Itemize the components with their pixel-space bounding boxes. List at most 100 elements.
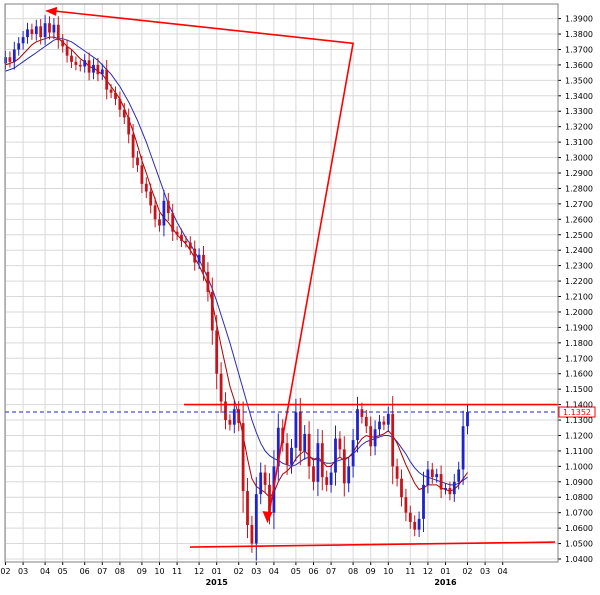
candle-body	[158, 219, 161, 226]
candle-body	[422, 484, 425, 519]
candle-body	[219, 373, 223, 402]
x-tick-label: 04	[269, 567, 279, 576]
x-tick-label: 02	[0, 567, 10, 576]
candle-body	[175, 231, 179, 235]
candle-body	[202, 254, 205, 272]
candle-body	[307, 433, 311, 467]
y-tick-label: 1.1400	[565, 401, 593, 410]
y-tick-label: 1.2400	[565, 246, 593, 255]
candle-body	[391, 413, 395, 467]
axes: 1.0400 1.0500 1.0600 1.0700 1.0800 1.0900 1.10…	[0, 3, 593, 587]
candlesticks	[4, 15, 469, 561]
candle-body	[316, 443, 320, 482]
candle-body	[39, 26, 43, 38]
candle-body	[144, 183, 148, 192]
candle-body	[92, 64, 95, 73]
candle-body	[386, 413, 390, 425]
candle-body	[417, 518, 421, 530]
candle-body	[237, 409, 241, 424]
x-tick-label: 03	[251, 567, 261, 576]
candle-body	[52, 24, 56, 33]
candle-body	[303, 433, 307, 451]
candle-body	[171, 213, 175, 232]
y-tick-label: 1.0900	[565, 478, 593, 487]
candle-body	[342, 449, 346, 484]
y-tick-label: 1.1800	[565, 339, 593, 348]
x-tick-label: 07	[326, 567, 336, 576]
candle-body	[131, 134, 135, 158]
candle-body	[140, 165, 144, 184]
candle-body	[48, 23, 51, 33]
y-tick-label: 1.0500	[565, 540, 593, 549]
candle-body	[246, 491, 249, 526]
candle-body	[17, 43, 21, 50]
candle-body	[334, 438, 337, 473]
candle-body	[439, 474, 443, 490]
x-tick-label: 12	[194, 567, 204, 576]
arrowhead-top	[45, 6, 58, 16]
candle-body	[395, 466, 399, 479]
x-tick-label: 12	[423, 567, 433, 576]
y-tick-label: 1.0700	[565, 509, 593, 518]
candle-body	[426, 469, 430, 485]
x-tick-label: 11	[405, 567, 415, 576]
y-tick-label: 1.3300	[565, 107, 593, 116]
y-tick-label: 1.2600	[565, 215, 593, 224]
candle-body	[228, 420, 232, 425]
candle-body	[413, 521, 417, 530]
grid-lines	[5, 4, 558, 562]
y-tick-label: 1.1200	[565, 431, 593, 440]
candle-body	[188, 242, 192, 249]
candle-body	[65, 46, 69, 56]
candle-body	[61, 40, 65, 47]
candle-body	[276, 427, 280, 467]
candle-body	[96, 64, 100, 75]
candle-body	[12, 49, 16, 62]
candle-body	[118, 98, 122, 110]
candle-body	[114, 92, 117, 99]
candle-body	[232, 409, 236, 425]
y-tick-label: 1.3200	[565, 123, 593, 132]
candle-body	[34, 26, 38, 35]
candle-body	[382, 421, 386, 425]
y-tick-label: 1.1500	[565, 385, 593, 394]
y-tick-label: 1.0600	[565, 524, 593, 533]
candle-body	[320, 443, 324, 478]
y-tick-label: 1.3000	[565, 154, 593, 163]
x-tick-label: 10	[154, 567, 164, 576]
candle-body	[400, 478, 403, 498]
y-tick-label: 1.2300	[565, 262, 593, 271]
candle-body	[70, 55, 73, 62]
wedge-outline	[53, 10, 355, 512]
candle-body	[105, 69, 109, 90]
candle-body	[56, 24, 60, 41]
candle-body	[184, 240, 188, 243]
candle-body	[457, 469, 461, 482]
candle-body	[404, 497, 408, 513]
candle-body	[162, 200, 166, 226]
candle-body	[373, 429, 377, 447]
candle-body	[364, 416, 368, 427]
y-tick-label: 1.3500	[565, 76, 593, 85]
current-price-tag	[558, 406, 596, 418]
candle-body	[369, 426, 373, 447]
y-tick-label: 1.0800	[565, 493, 593, 502]
candle-body	[122, 109, 126, 118]
y-tick-label: 1.1600	[565, 370, 593, 379]
moving-averages	[5, 36, 468, 498]
candle-body	[100, 69, 104, 75]
candle-body	[254, 494, 258, 544]
y-tick-label: 1.1100	[565, 447, 593, 456]
candle-body	[180, 234, 183, 241]
candle-body	[259, 472, 263, 495]
candle-body	[338, 438, 342, 450]
candle-body	[30, 29, 34, 35]
y-tick-label: 1.2900	[565, 169, 593, 178]
candle-body	[224, 401, 227, 421]
candle-body	[448, 487, 452, 495]
x-tick-label: 02	[462, 567, 472, 576]
candle-body	[290, 447, 293, 465]
year-label: 2016	[434, 578, 457, 587]
